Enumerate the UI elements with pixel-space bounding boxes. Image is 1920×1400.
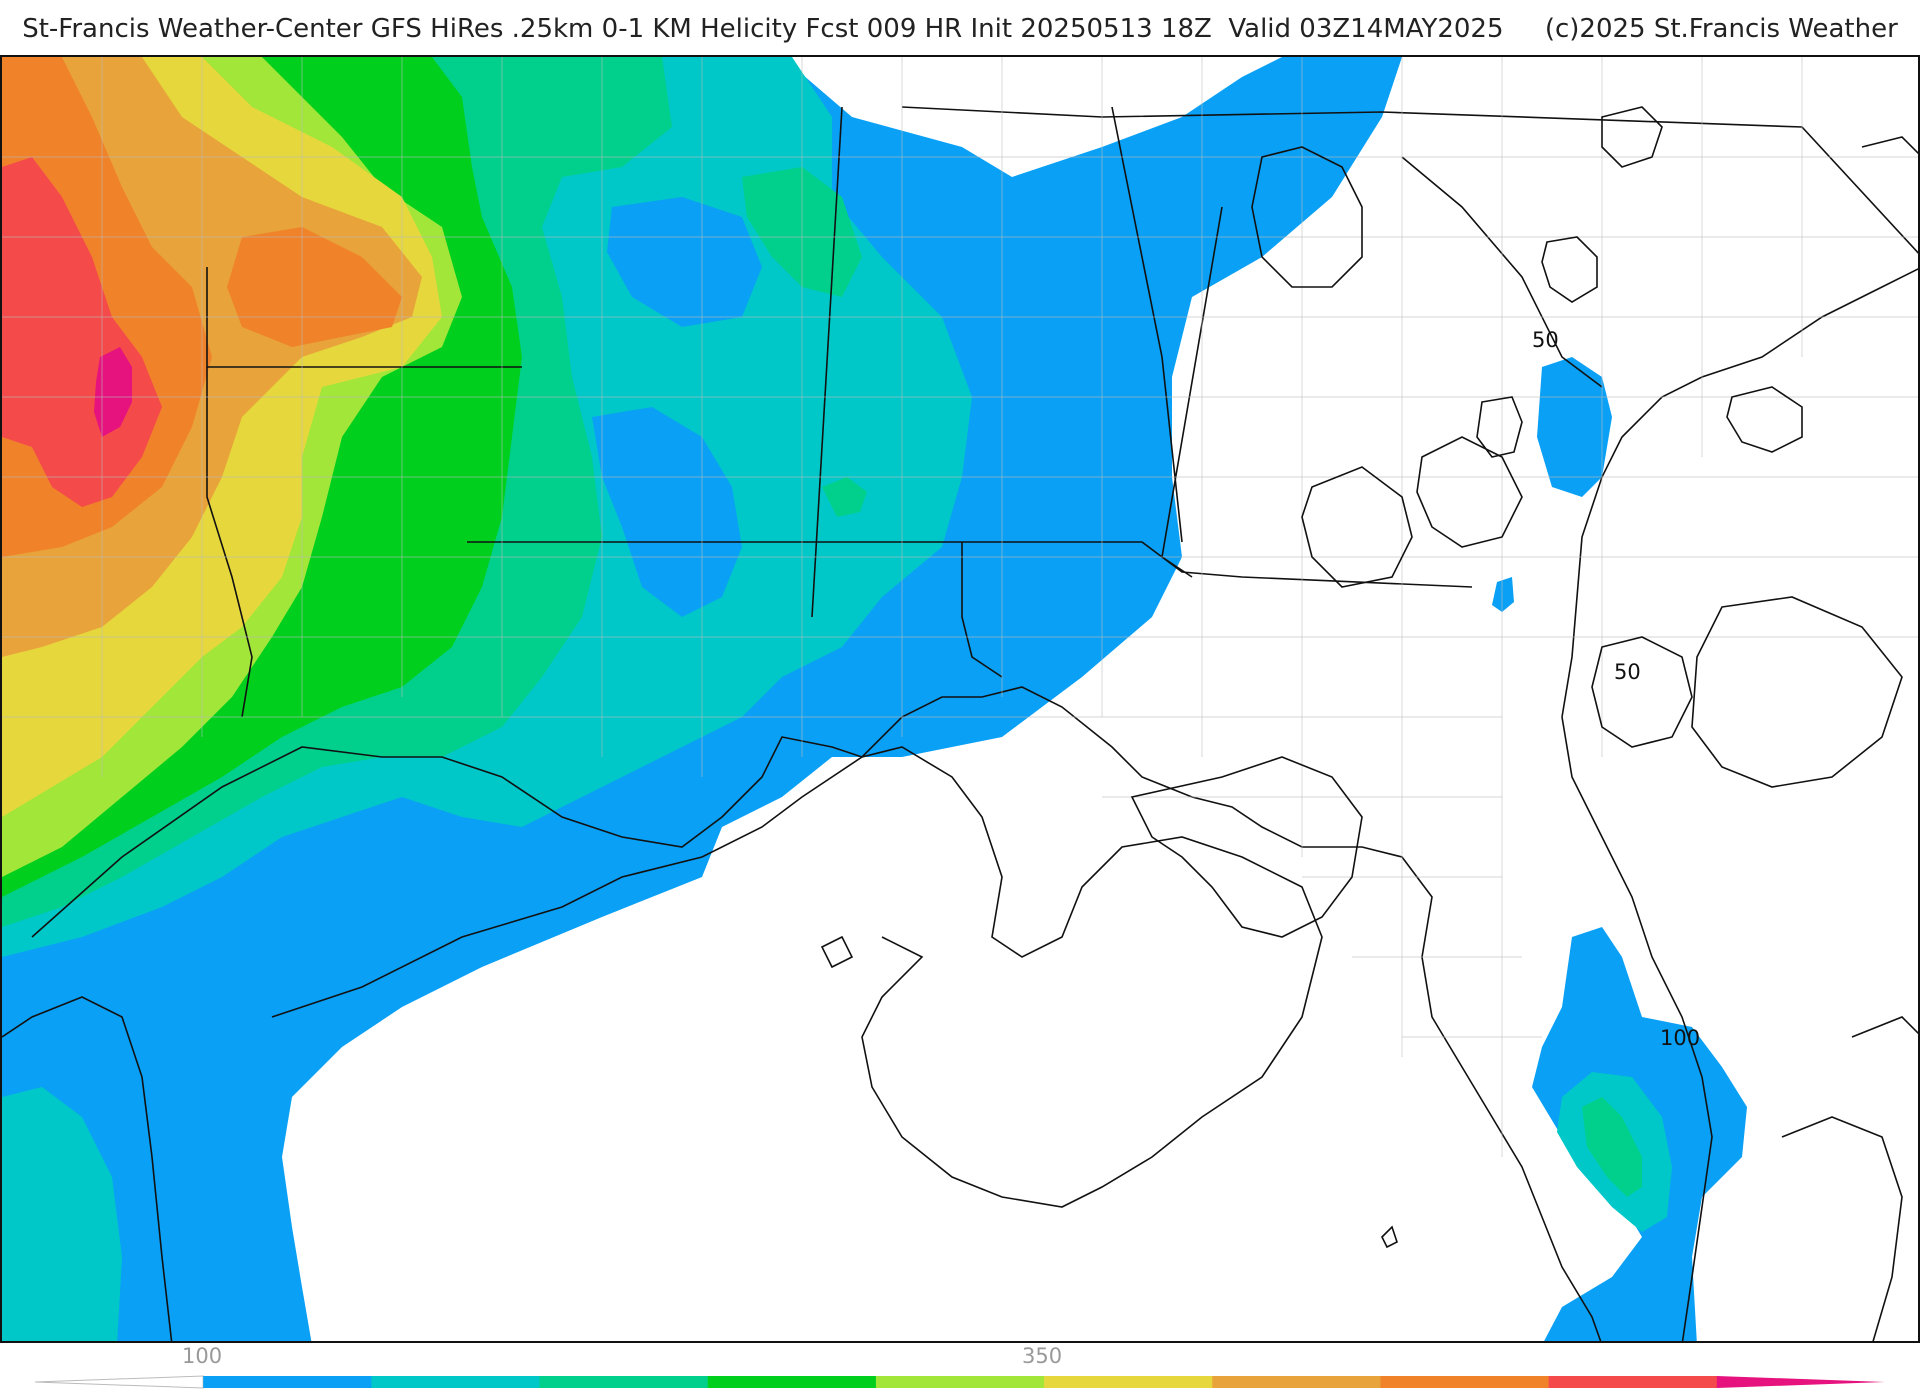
colorbar-segment: [539, 1376, 709, 1388]
band-magenta: [94, 347, 132, 437]
colorbar-segment: [1548, 1376, 1718, 1388]
band-teal-florida: [1582, 1097, 1642, 1197]
band-blue-ga-small: [1492, 577, 1514, 612]
colorbar-segment: [371, 1376, 541, 1388]
contour-label-50-atlantic: 50: [1614, 660, 1641, 684]
colorbar-segment: [707, 1376, 877, 1388]
band-blue-inner-2: [592, 407, 742, 617]
state-borders: [206, 106, 1918, 718]
colorbar-segment: [203, 1376, 372, 1388]
colorbar-segment: [1044, 1376, 1213, 1388]
colorbar-segment: [1716, 1376, 1885, 1388]
band-teal-inner-2: [822, 477, 867, 517]
band-cyan-south: [2, 1087, 122, 1341]
contour-label-50-ga: 50: [1532, 328, 1559, 352]
map-frame[interactable]: 50 50 100: [0, 55, 1920, 1343]
colorbar-segment: [875, 1376, 1045, 1388]
band-blue-inner-1: [607, 197, 762, 327]
map-title: St-Francis Weather-Center GFS HiRes .25k…: [22, 14, 1898, 44]
colorbar-segments: [34, 1375, 1885, 1389]
band-blue-ga: [1537, 357, 1612, 497]
helicity-colorbar: [34, 1375, 1885, 1389]
county-lines: [2, 57, 1918, 1157]
coastline: [31, 268, 1918, 1341]
colorbar-segment: [1380, 1376, 1550, 1388]
helicity-map[interactable]: 50 50 100: [2, 57, 1920, 1343]
colorbar-segment: [1212, 1376, 1381, 1388]
colorbar-label-low: 100: [182, 1344, 223, 1368]
contour-label-100-fl: 100: [1660, 1026, 1700, 1050]
helicity-contours: [2, 106, 1918, 1341]
helicity-fill-bands: [2, 57, 1747, 1341]
colorbar-label-mid: 350: [1022, 1344, 1063, 1368]
colorbar-segment: [34, 1375, 204, 1389]
